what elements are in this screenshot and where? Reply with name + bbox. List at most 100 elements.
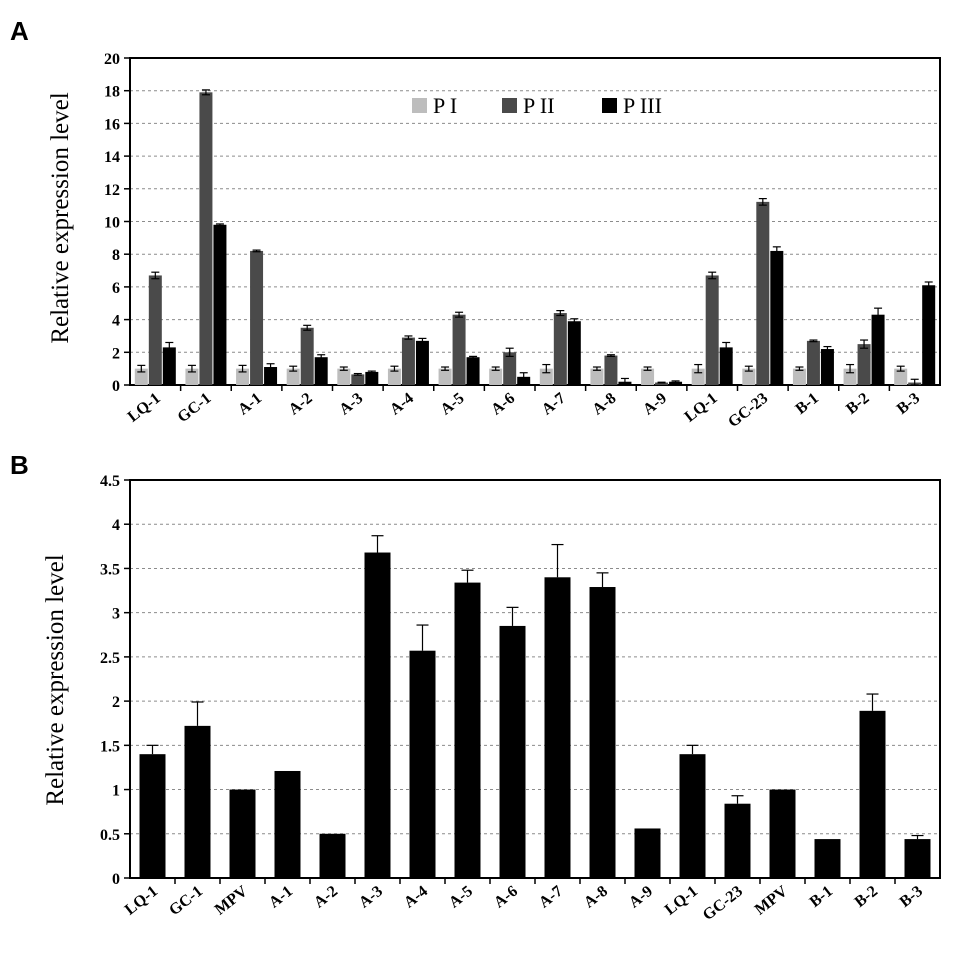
chart-a-legend-label: P III xyxy=(623,93,662,118)
chart-a-y-tick-label: 10 xyxy=(104,215,120,232)
chart-b-bar xyxy=(499,625,526,878)
chart-a-bar xyxy=(199,92,213,386)
chart-a-bar xyxy=(567,321,581,385)
chart-a-x-tick-label: LQ-1 xyxy=(125,390,164,426)
chart-a-bar xyxy=(756,201,770,385)
chart-b-bar xyxy=(544,577,571,878)
panel-a-label: A xyxy=(10,16,29,46)
chart-a-bar xyxy=(401,337,415,385)
chart-a-bar xyxy=(590,368,604,385)
chart-a-y-tick-label: 0 xyxy=(112,378,120,395)
chart-a-x-tick-label: B-1 xyxy=(793,390,822,418)
chart-b-bar xyxy=(589,587,616,878)
chart-a-bar xyxy=(871,314,885,385)
chart-b-x-tick-label: A-9 xyxy=(626,883,656,912)
chart-a-bar xyxy=(742,368,756,385)
chart-a-bar xyxy=(148,275,162,385)
chart-a-x-tick-label: B-2 xyxy=(843,390,872,418)
chart-a-bar xyxy=(314,357,328,385)
chart-a-x-tick-label: GC-23 xyxy=(725,390,771,431)
chart-b-x-tick-label: MPV xyxy=(212,882,252,918)
chart-a-bar xyxy=(489,368,503,385)
chart-a-x-tick-label: A-8 xyxy=(589,390,619,419)
chart-a-bar xyxy=(365,371,379,385)
chart-a-y-tick-label: 16 xyxy=(104,116,120,133)
chart-b-x-tick-label: A-3 xyxy=(356,883,386,912)
chart-a-legend-swatch xyxy=(602,98,617,113)
chart-b-x-tick-label: A-7 xyxy=(536,883,566,912)
chart-a-bar xyxy=(503,352,517,385)
chart-a-legend-label: P I xyxy=(433,93,457,118)
chart-b-x-tick-label: B-1 xyxy=(807,883,836,911)
chart-a-y-axis-label: Relative expression level xyxy=(47,92,74,343)
chart-b-y-tick-label: 0.5 xyxy=(100,827,120,844)
chart-b-x-tick-label: A-5 xyxy=(446,883,476,912)
chart-a-bar xyxy=(553,313,567,385)
chart-b-bar xyxy=(859,710,886,878)
chart-a-bar xyxy=(134,368,148,385)
chart-a-bar xyxy=(300,327,314,385)
chart-b-y-tick-label: 3.5 xyxy=(100,561,120,578)
chart-b-x-tick-label: A-2 xyxy=(311,883,341,912)
chart-b-bar xyxy=(409,650,436,878)
chart-a-bar xyxy=(820,349,834,385)
chart-a-legend-swatch xyxy=(412,98,427,113)
chart-a-y-tick-label: 18 xyxy=(104,84,120,101)
chart-b-bar xyxy=(364,552,391,878)
chart-a-y-tick-label: 2 xyxy=(112,345,120,362)
chart-b-x-tick-label: A-4 xyxy=(401,883,431,912)
chart-a-x-tick-label: A-6 xyxy=(488,390,518,419)
chart-a-x-tick-label: A-4 xyxy=(387,390,417,419)
chart-a-bar xyxy=(806,340,820,385)
chart-b-bar xyxy=(769,789,796,878)
chart-a-bar xyxy=(705,275,719,385)
chart-a-x-tick-label: A-3 xyxy=(336,390,366,419)
chart-b-x-tick-label: LQ-1 xyxy=(662,883,701,919)
chart-a-bar xyxy=(669,381,683,385)
chart-a-y-tick-label: 4 xyxy=(112,313,120,330)
chart-a-x-tick-label: A-1 xyxy=(235,390,265,419)
chart-a-bar xyxy=(792,368,806,385)
chart-a-y-tick-label: 12 xyxy=(104,182,120,199)
chart-b-bar xyxy=(274,770,301,878)
chart-a-bar xyxy=(415,340,429,385)
chart-a-bar xyxy=(185,368,199,385)
chart-a-bar xyxy=(922,285,936,385)
chart-a-legend-label: P II xyxy=(523,93,555,118)
chart-a-y-tick-label: 20 xyxy=(104,51,120,68)
chart-a-bar xyxy=(162,347,176,385)
chart-b-x-tick-label: LQ-1 xyxy=(122,883,161,919)
chart-a-bar xyxy=(250,250,264,385)
chart-b-x-tick-label: A-6 xyxy=(491,883,521,912)
chart-a-bar xyxy=(264,367,278,385)
chart-b-x-tick-label: B-2 xyxy=(852,883,881,911)
chart-a-bar xyxy=(641,368,655,385)
chart-b-y-tick-label: 3 xyxy=(112,606,120,623)
chart-b-bar xyxy=(319,833,346,878)
chart-a-bar xyxy=(655,382,669,385)
chart-b-y-axis-label: Relative expression level xyxy=(42,554,69,805)
chart-b-y-tick-label: 1 xyxy=(112,783,120,800)
chart-a-bar xyxy=(466,357,480,385)
chart-a-bar xyxy=(719,347,733,385)
chart-a-x-tick-label: A-7 xyxy=(539,390,569,419)
chart-b-bar xyxy=(724,803,751,878)
chart-b-x-tick-label: B-3 xyxy=(897,883,926,911)
chart-b-y-tick-label: 4 xyxy=(112,517,120,534)
chart-a-legend-swatch xyxy=(502,98,517,113)
chart-b-x-tick-label: GC-23 xyxy=(700,883,746,924)
chart-a-bar xyxy=(351,374,365,385)
chart-a-bar xyxy=(438,368,452,385)
chart-b-bar xyxy=(679,754,706,878)
chart-a-bar xyxy=(286,368,300,385)
chart-a-x-tick-label: A-5 xyxy=(437,390,467,419)
chart-a-y-tick-label: 14 xyxy=(104,149,120,166)
chart-b-y-tick-label: 2.5 xyxy=(100,650,120,667)
chart-a-bar xyxy=(337,368,351,385)
chart-b-bar xyxy=(634,828,661,878)
chart-a-x-tick-label: LQ-1 xyxy=(681,390,720,426)
chart-b-bar xyxy=(229,789,256,878)
chart-a-bar xyxy=(770,250,784,385)
chart-a-x-tick-label: B-3 xyxy=(894,390,923,418)
chart-b-x-tick-label: A-8 xyxy=(581,883,611,912)
